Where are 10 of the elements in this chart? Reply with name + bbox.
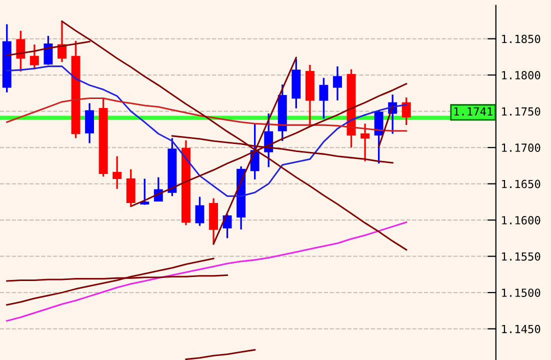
ref-line-label: 1.1741	[454, 107, 492, 116]
y-tick-label: 1.1650	[502, 180, 540, 188]
y-tick-label: 1.1850	[502, 34, 540, 44]
y-tick-label: 1.1750	[502, 107, 540, 116]
y-tick-label: 1.1600	[502, 216, 540, 224]
y-tick-label: 1.1700	[502, 144, 540, 152]
y-tick-label: 1.1450	[502, 324, 540, 334]
y-tick-label: 1.1800	[502, 71, 540, 80]
y-tick-label: 1.1550	[502, 252, 540, 261]
y-tick-label: 1.1500	[502, 288, 540, 297]
